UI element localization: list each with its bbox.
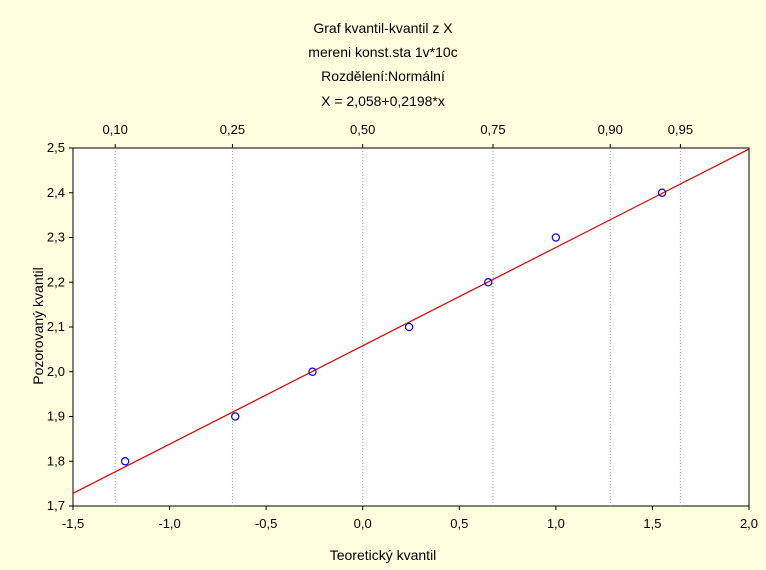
y-tick-label: 1,8: [47, 453, 65, 468]
top-tick-label: 0,90: [598, 122, 623, 137]
x-tick-label: 1,5: [643, 516, 661, 531]
fit-line: [72, 148, 750, 494]
y-axis-title: Pozorovaný kvantil: [30, 267, 46, 385]
top-tick-label: 0,25: [220, 122, 245, 137]
data-point: [551, 233, 561, 242]
x-tick-label: 2,0: [740, 516, 758, 531]
y-tick-label: 2,0: [47, 364, 65, 379]
chart-title-line-4: X = 2,058+0,2198*x: [321, 93, 445, 109]
data-point: [120, 457, 130, 466]
top-tick-label: 0,95: [668, 122, 693, 137]
top-tick-label: 0,50: [350, 122, 375, 137]
y-tick-label: 1,7: [47, 498, 65, 513]
x-axis-title: Teoretický kvantil: [329, 547, 437, 563]
y-tick-label: 2,1: [47, 319, 65, 334]
top-tick-label: 0,10: [103, 122, 128, 137]
fit-line-layer: [72, 148, 750, 494]
x-tick-label: 0,5: [450, 516, 468, 531]
y-tick-label: 2,3: [47, 230, 65, 245]
data-point: [484, 278, 493, 287]
y-tick-label: 2,2: [47, 274, 65, 289]
plot-area: [72, 147, 750, 507]
x-tick-label: -0,5: [255, 516, 277, 531]
chart-title-line-3: Rozdělení:Normální: [321, 68, 445, 84]
x-tick-label: 1,0: [547, 516, 565, 531]
x-tick-label: -1,5: [62, 516, 84, 531]
y-tick-label: 2,4: [47, 185, 65, 200]
data-point: [308, 367, 317, 376]
chart-title-line-1: Graf kvantil-kvantil z X: [313, 20, 453, 36]
data-points: [120, 188, 667, 466]
y-tick-label: 2,5: [47, 140, 65, 155]
chart-title-line-2: mereni konst.sta 1v*10c: [308, 44, 458, 60]
y-tick-label: 1,9: [47, 409, 65, 424]
data-point: [231, 412, 240, 421]
data-point: [404, 322, 414, 332]
x-tick-label: -1,0: [158, 516, 180, 531]
x-tick-label: 0,0: [354, 516, 372, 531]
data-point: [657, 188, 667, 197]
axes: 0,10 0,25 0,50 0,75 0,90 0,95 -1,5 -1,0 -0,5 0,0 0…: [47, 122, 758, 531]
top-tick-label: 0,75: [480, 122, 505, 137]
